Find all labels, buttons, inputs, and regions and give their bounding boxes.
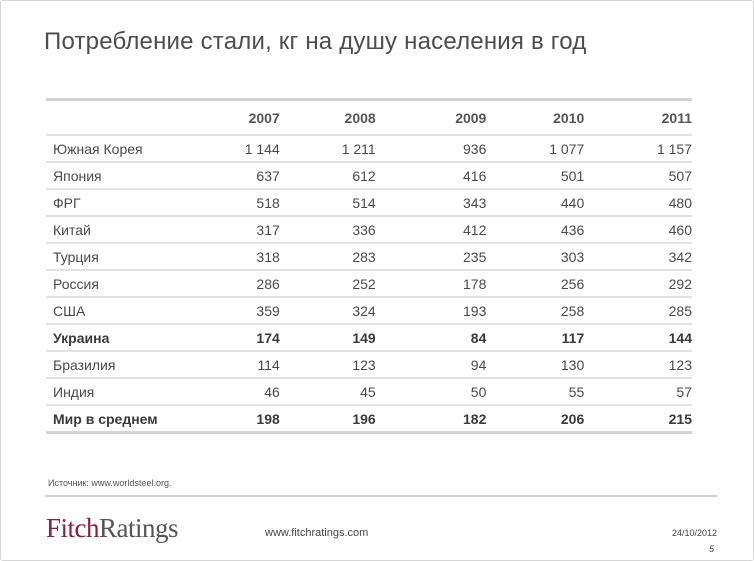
footer-divider [45, 495, 717, 497]
value-cell: 317 [191, 216, 280, 244]
country-name-cell: Мир в среднем [53, 410, 158, 427]
table-row: ФРГ 518 514 343 440 480 [46, 189, 692, 217]
table-row: Индия 46 45 50 55 57 [46, 378, 692, 406]
value-cell: 123 [584, 351, 692, 379]
value-cell: 198 [256, 410, 280, 427]
country-name-cell: ФРГ [46, 189, 192, 217]
table-row: Южная Корея 1 144 1 211 936 1 077 1 157 [46, 135, 692, 163]
page-number: 5 [709, 544, 715, 554]
value-cell: 149 [279, 324, 376, 352]
value-cell: 193 [375, 297, 487, 325]
value-cell: 336 [279, 216, 376, 244]
table-header-row: 2007 2008 2009 2010 2011 [46, 99, 692, 136]
value-cell: 45 [279, 378, 376, 406]
value-cell: 258 [486, 297, 585, 325]
value-cell: 1 157 [584, 135, 692, 163]
value-cell: 1 077 [486, 135, 585, 163]
country-name-cell: Индия [46, 378, 192, 406]
value-cell: 480 [584, 189, 692, 217]
fitch-ratings-logo: FitchRatings [46, 513, 179, 544]
value-cell: 94 [375, 351, 487, 379]
value-cell: 343 [375, 189, 487, 217]
value-cell: 936 [375, 135, 487, 163]
country-name-cell: Южная Корея [46, 135, 192, 163]
header-year-2008: 2008 [279, 99, 376, 136]
value-cell: 50 [375, 378, 487, 406]
value-cell: 514 [279, 189, 376, 217]
country-name-cell: Турция [46, 243, 192, 271]
source-note: Источник: www.worldsteel.org. [48, 478, 172, 488]
value-cell: 252 [279, 270, 376, 298]
value-cell: 612 [279, 162, 376, 190]
slide-title: Потребление стали, кг на душу населения … [44, 28, 587, 55]
value-cell: 178 [375, 270, 487, 298]
value-cell: 303 [486, 243, 585, 271]
table-row: Украина 174 149 84 117 144 [46, 324, 692, 352]
table-row: Россия 286 252 178 256 292 [46, 270, 692, 298]
value-cell: 412 [375, 216, 487, 244]
value-cell: 285 [584, 297, 692, 325]
value-cell: 215 [668, 410, 692, 427]
value-cell: 318 [191, 243, 280, 271]
value-cell: 416 [375, 162, 487, 190]
value-cell: 501 [486, 162, 585, 190]
value-cell: 55 [486, 378, 585, 406]
footer-url: www.fitchratings.com [265, 527, 369, 539]
value-cell: 84 [375, 324, 487, 352]
table-row: Япония 637 612 416 501 507 [46, 162, 692, 190]
table-body: Южная Корея 1 144 1 211 936 1 077 1 157 Япония… [46, 135, 692, 433]
value-cell: 46 [191, 378, 280, 406]
value-cell: 114 [191, 351, 280, 379]
value-cell: 174 [191, 324, 280, 352]
value-cell: 359 [191, 297, 280, 325]
value-cell: 130 [486, 351, 585, 379]
header-year-2010: 2010 [486, 99, 585, 136]
footer-date: 24/10/2012 [672, 528, 718, 538]
country-name-cell: Бразилия [46, 351, 192, 379]
value-cell: 637 [191, 162, 280, 190]
value-cell: 182 [463, 410, 487, 427]
country-name-cell: Китай [46, 216, 192, 244]
value-cell: 1 144 [191, 135, 280, 163]
country-name-cell: Россия [46, 270, 192, 298]
value-cell: 196 [352, 410, 376, 427]
table-row: Бразилия 114 123 94 130 123 [46, 351, 692, 379]
value-cell: 342 [584, 243, 692, 271]
header-country-cell [46, 99, 192, 136]
value-cell: 1 211 [279, 135, 376, 163]
header-year-2011: 2011 [584, 99, 692, 136]
value-cell: 507 [584, 162, 692, 190]
value-cell: 436 [486, 216, 585, 244]
value-cell: 283 [279, 243, 376, 271]
header-year-2009: 2009 [375, 99, 487, 136]
value-cell: 144 [584, 324, 692, 352]
table-row: Китай 317 336 412 436 460 [46, 216, 692, 244]
value-cell: 123 [279, 351, 376, 379]
country-name-cell: Япония [46, 162, 192, 190]
logo-part-ratings: Ratings [99, 513, 179, 543]
value-cell: 235 [375, 243, 487, 271]
value-cell: 117 [486, 324, 585, 352]
value-cell: 460 [584, 216, 692, 244]
value-cell: 292 [584, 270, 692, 298]
value-cell: 206 [560, 410, 585, 427]
value-cell: 518 [191, 189, 280, 217]
table-row: США 359 324 193 258 285 [46, 297, 692, 325]
value-cell: 440 [486, 189, 585, 217]
table-row: Мир в среднем 198 196 182 206 215 [46, 405, 692, 433]
value-cell: 324 [279, 297, 376, 325]
header-year-2007: 2007 [191, 99, 280, 136]
value-cell: 57 [584, 378, 692, 406]
value-cell: 256 [486, 270, 585, 298]
country-name-cell: Украина [46, 324, 192, 352]
value-cell: 286 [191, 270, 280, 298]
logo-part-fitch: Fitch [46, 513, 100, 543]
country-name-cell: США [46, 297, 192, 325]
table-row: Турция 318 283 235 303 342 [46, 243, 692, 271]
steel-consumption-table: 2007 2008 2009 2010 2011 Южная Корея 1 14… [46, 98, 692, 434]
